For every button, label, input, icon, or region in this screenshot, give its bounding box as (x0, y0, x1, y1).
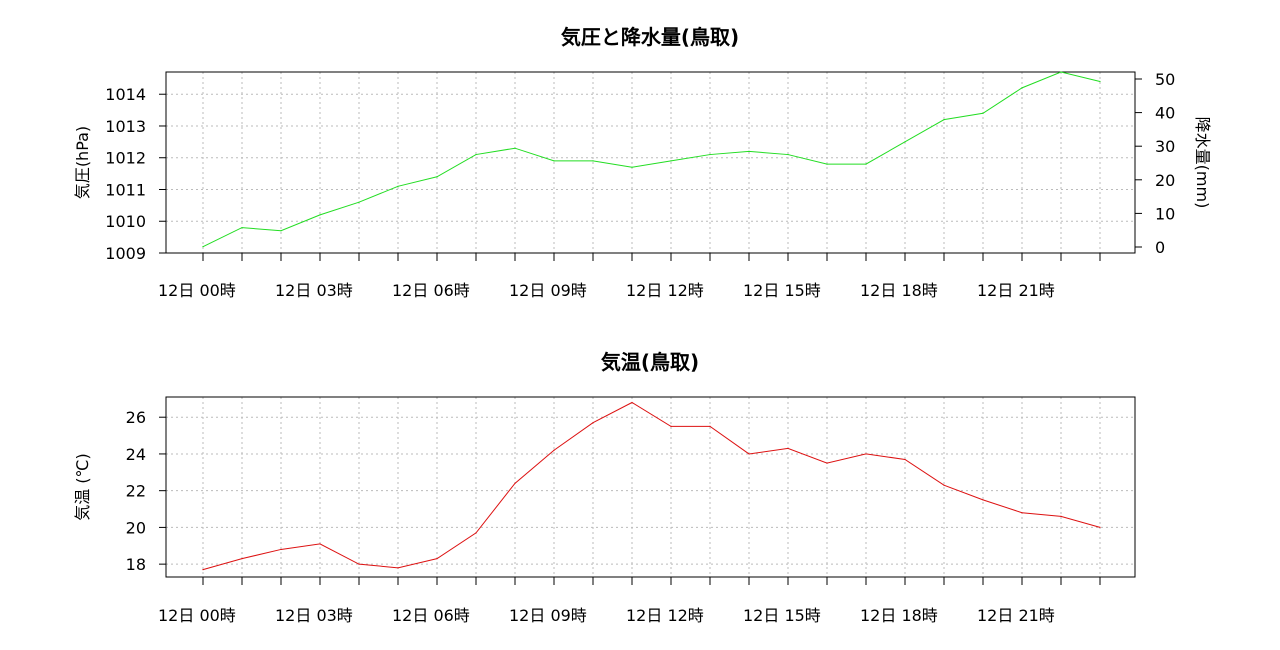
data-point (319, 543, 321, 545)
y-tick-label: 22 (126, 482, 146, 501)
y2-tick-label: 20 (1155, 171, 1175, 190)
data-point (826, 462, 828, 464)
y2-tick-label: 30 (1155, 137, 1175, 156)
data-point (670, 425, 672, 427)
data-point (358, 201, 360, 203)
data-point (202, 569, 204, 571)
y-tick-label: 24 (126, 445, 146, 464)
plot-frame (165, 396, 1136, 578)
data-point (670, 160, 672, 162)
data-point (1099, 526, 1101, 529)
x-tick-label: 12日 21時 (977, 281, 1055, 300)
data-point (904, 141, 906, 143)
x-tick-label: 12日 09時 (509, 606, 587, 625)
y-tick-label: 1013 (105, 117, 146, 136)
data-point (943, 484, 945, 486)
data-point (436, 176, 438, 178)
x-tick-label: 12日 09時 (509, 281, 587, 300)
x-tick-label: 12日 18時 (860, 281, 938, 300)
x-tick-label: 12日 03時 (275, 281, 353, 300)
data-point (1021, 87, 1023, 89)
y-tick-label: 1014 (105, 85, 146, 104)
series-line (202, 71, 1101, 248)
data-point (787, 447, 789, 450)
x-tick-label: 12日 06時 (392, 281, 470, 300)
y-tick-label: 18 (126, 555, 146, 574)
data-point (436, 558, 438, 560)
data-point (748, 453, 750, 455)
series-line (202, 401, 1101, 571)
data-point (943, 119, 945, 121)
x-tick-label: 12日 15時 (743, 281, 821, 300)
data-point (1060, 515, 1062, 517)
data-point (514, 482, 516, 484)
y-tick-label: 1011 (105, 180, 146, 199)
chart-title: 気温(鳥取) (601, 350, 699, 374)
data-point (826, 163, 828, 165)
data-point (1021, 512, 1023, 514)
y-tick-label: 1010 (105, 212, 146, 231)
y2-tick-label: 50 (1155, 70, 1175, 89)
y-tick-label: 1012 (105, 149, 146, 168)
x-tick-label: 12日 06時 (392, 606, 470, 625)
data-point (319, 214, 321, 216)
y-axis-label: 気圧(hPa) (73, 126, 92, 199)
y2-tick-label: 40 (1155, 104, 1175, 123)
data-point (982, 499, 984, 501)
plot-frame (165, 71, 1136, 254)
data-point (1060, 71, 1062, 73)
data-point (358, 563, 360, 565)
y-tick-label: 26 (126, 408, 146, 427)
data-point (592, 160, 594, 162)
data-point (241, 226, 243, 229)
x-tick-label: 12日 21時 (977, 606, 1055, 625)
data-point (709, 153, 711, 156)
data-point (280, 548, 282, 551)
data-point (904, 458, 906, 461)
data-point (475, 532, 477, 534)
data-point (202, 246, 204, 248)
data-point (280, 230, 282, 232)
y2-tick-label: 0 (1155, 238, 1165, 257)
data-point (475, 153, 477, 156)
data-point (748, 150, 750, 152)
y2-axis-label: 降水量(mm) (1193, 117, 1212, 209)
x-tick-label: 12日 18時 (860, 606, 938, 625)
x-tick-label: 12日 12時 (626, 281, 704, 300)
data-point (553, 160, 555, 162)
data-point (865, 163, 867, 165)
x-tick-label: 12日 15時 (743, 606, 821, 625)
y-axis-label: 気温 (℃) (73, 453, 92, 521)
x-tick-label: 12日 03時 (275, 606, 353, 625)
x-tick-label: 12日 00時 (158, 606, 236, 625)
y-tick-label: 20 (126, 518, 146, 537)
data-point (553, 449, 555, 451)
x-tick-label: 12日 12時 (626, 606, 704, 625)
y2-tick-label: 10 (1155, 204, 1175, 223)
y-tick-label: 1009 (105, 244, 146, 263)
data-point (397, 567, 399, 569)
data-point (241, 558, 243, 560)
data-point (787, 153, 789, 156)
data-point (865, 453, 867, 455)
data-point (631, 166, 633, 168)
data-point (709, 425, 711, 427)
data-point (1099, 80, 1101, 83)
chart-title: 気圧と降水量(鳥取) (561, 25, 739, 49)
data-point (592, 422, 594, 424)
x-tick-label: 12日 00時 (158, 281, 236, 300)
data-point (982, 112, 984, 114)
data-point (397, 185, 399, 187)
data-point (631, 401, 633, 404)
data-point (514, 147, 516, 149)
